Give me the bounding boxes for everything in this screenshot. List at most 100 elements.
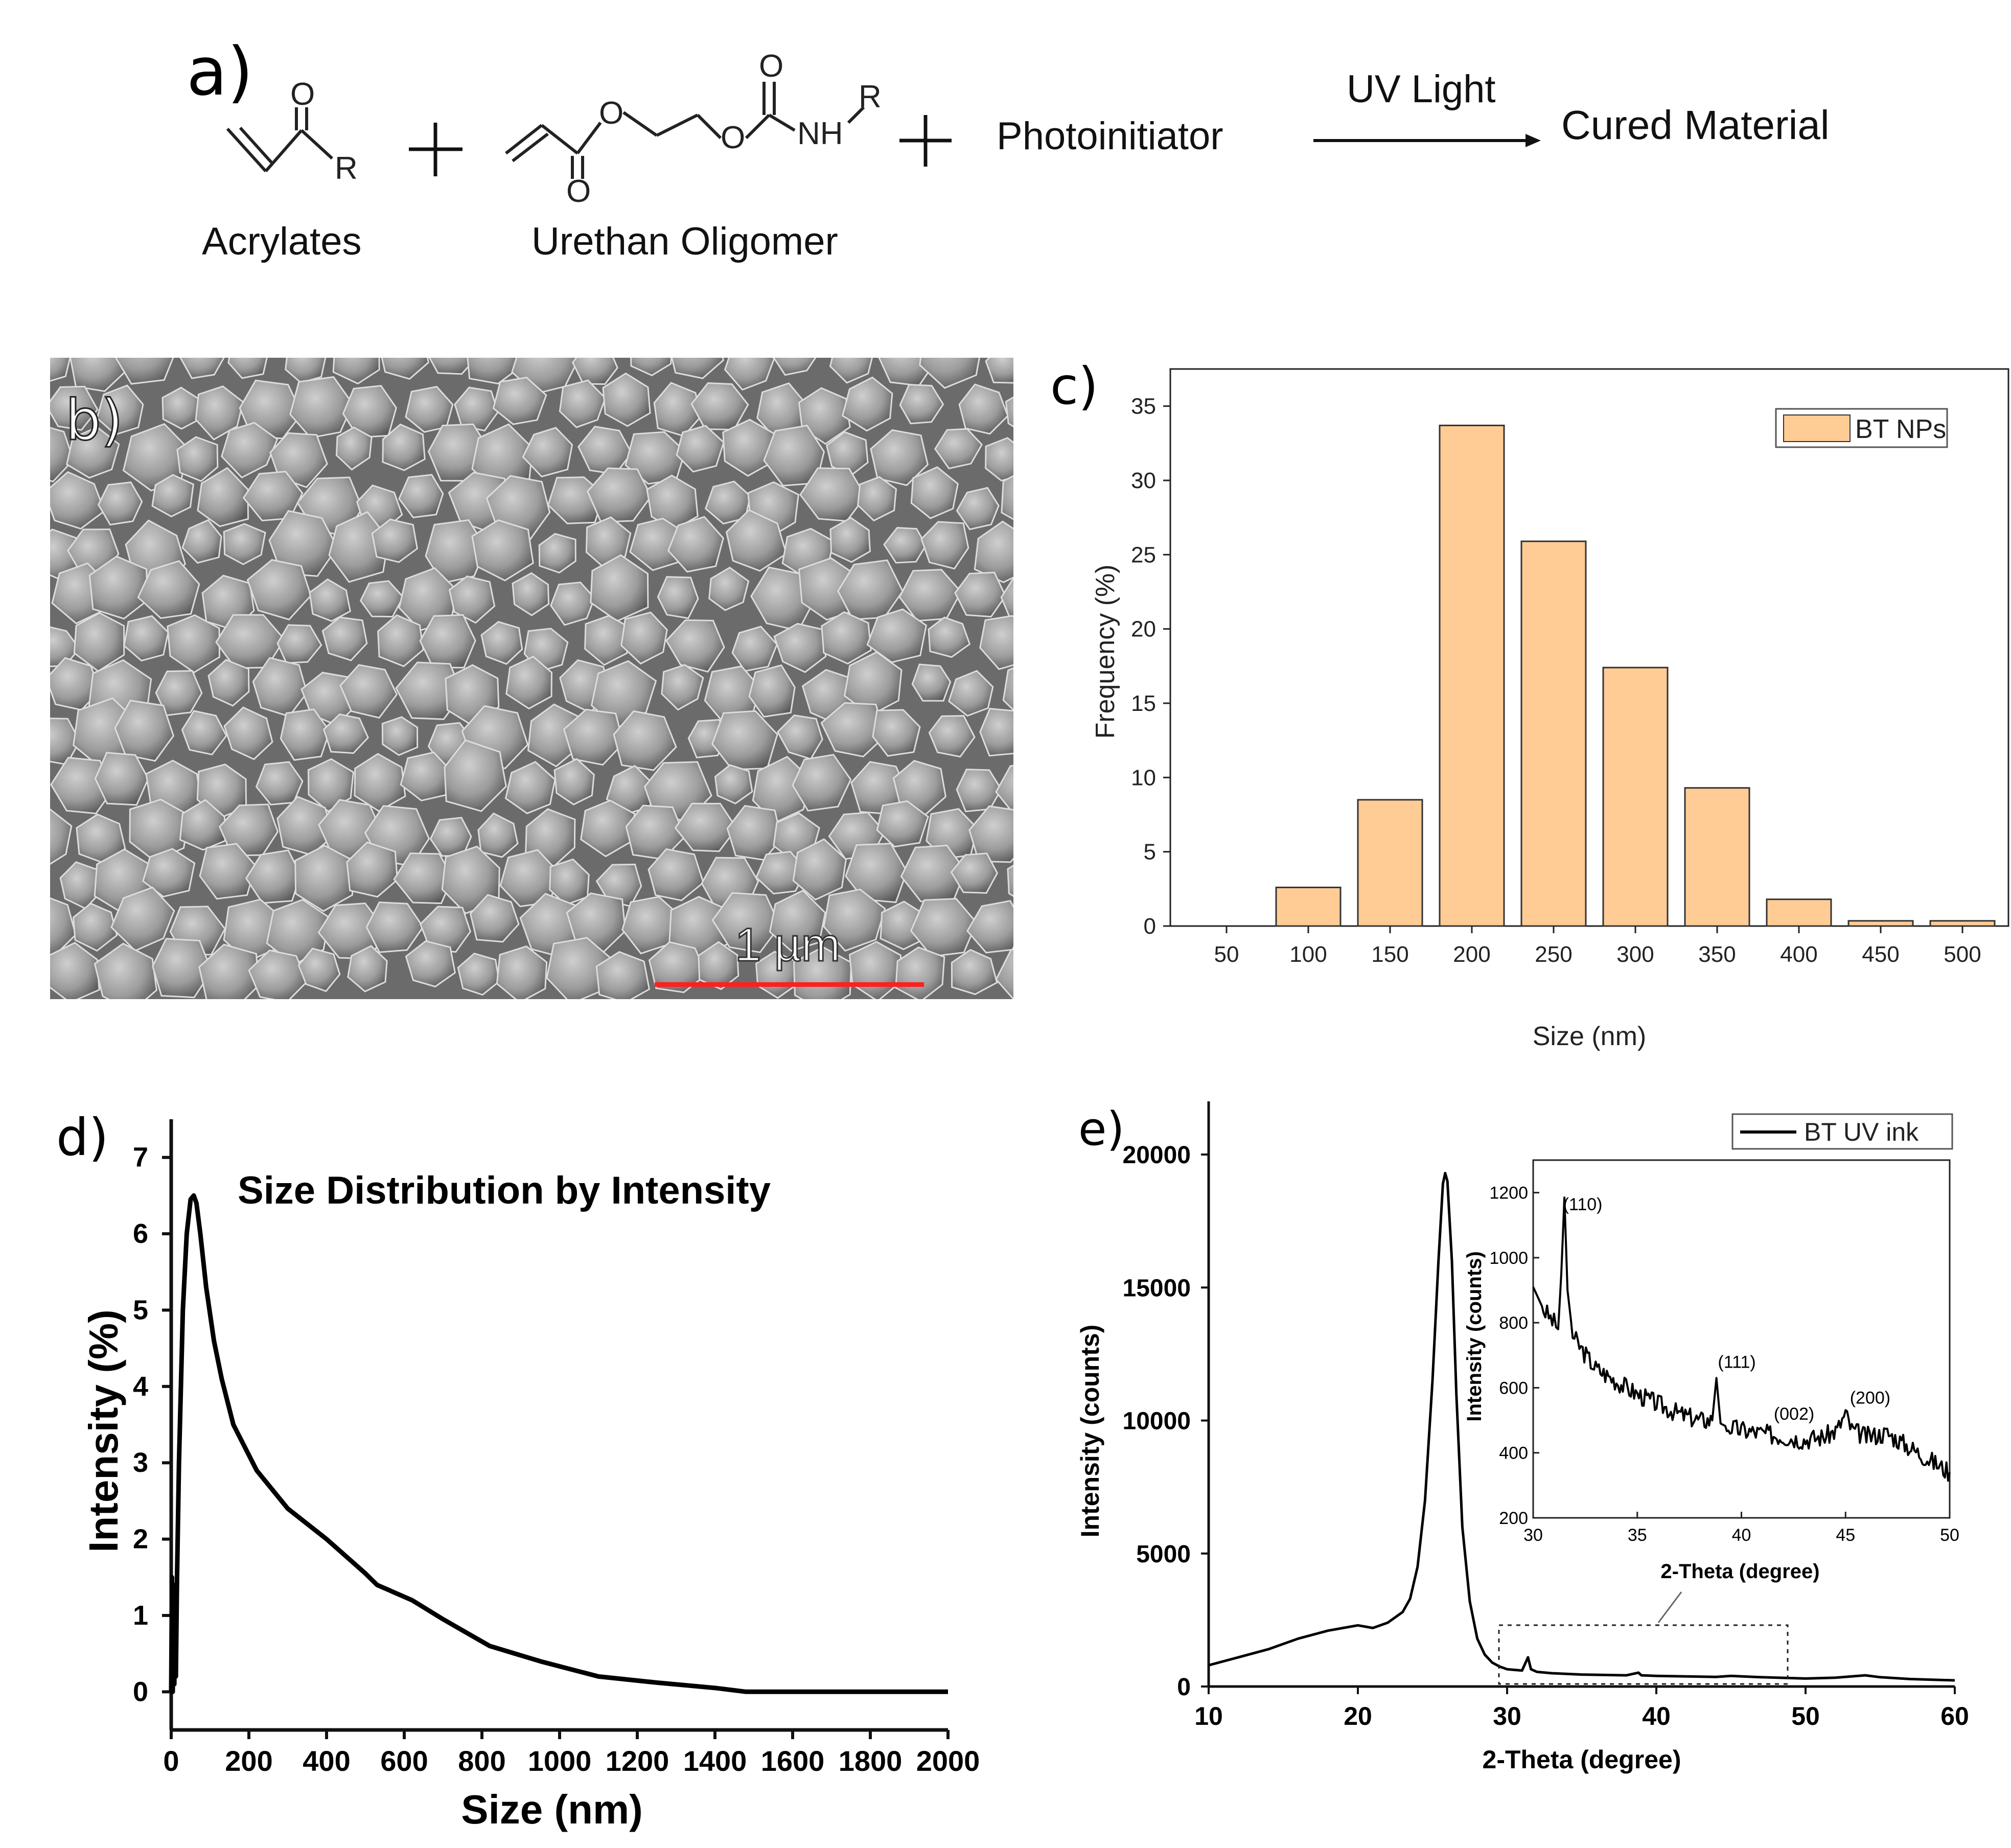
x-tick-label: 40 (1642, 1702, 1671, 1730)
x-tick-label: 50 (1791, 1702, 1820, 1730)
sem-grain (297, 948, 341, 992)
sem-grain (227, 358, 268, 379)
sem-grain (88, 555, 149, 620)
y-axis-label: Intensity (%) (81, 1309, 126, 1553)
legend-label: BT NPs (1855, 414, 1946, 444)
sem-grain (469, 894, 520, 943)
scale-bar (655, 982, 924, 987)
sem-grain (50, 471, 106, 530)
sem-grain (648, 941, 707, 994)
y-tick-label: 15000 (1123, 1275, 1191, 1302)
x-tick-label: 500 (1944, 942, 1981, 967)
x-tick-label: 200 (1453, 942, 1490, 967)
sem-grain (538, 533, 576, 574)
sem-grain (339, 664, 398, 719)
sem-grain (602, 372, 651, 427)
x-tick-label: 20 (1344, 1702, 1372, 1730)
bar-350 (1684, 787, 1750, 927)
panel-label-d: d) (56, 1107, 109, 1167)
sem-grain (50, 385, 99, 431)
x-tick-label: 400 (303, 1745, 350, 1777)
inset-peak-annotation: (002) (1774, 1404, 1814, 1424)
sem-grain (857, 476, 897, 522)
x-tick-label: 350 (1698, 942, 1736, 967)
inset-y-tick-label: 1000 (1489, 1249, 1528, 1268)
sem-grain (73, 903, 118, 952)
y-tick-label: 20 (1131, 617, 1156, 642)
size-distribution-chart: d) 0 1 2 3 4 5 6 7 0 200 400 600 800 1000 1200 1400 160… (56, 1107, 980, 1832)
sem-grain (181, 519, 222, 564)
sem-grain (648, 848, 705, 902)
bar-450 (1847, 920, 1914, 927)
sem-grain (50, 808, 73, 865)
sem-grain (630, 358, 672, 377)
sem-grain (773, 358, 817, 376)
sem-grain (792, 838, 847, 901)
x-tick-label: 400 (1780, 942, 1817, 967)
sem-grain (661, 664, 704, 711)
x-tick-label: 1400 (683, 1745, 747, 1777)
inset-frame (1532, 1159, 1951, 1519)
sem-grain (405, 940, 456, 988)
x-tick-label: 100 (1289, 942, 1327, 967)
sem-grain (492, 377, 547, 425)
intensity-distribution-line (169, 1193, 948, 1694)
y-tick-label: 4 (133, 1371, 148, 1402)
urethane-oligomer-structure (505, 82, 865, 179)
sem-grain (958, 383, 1009, 435)
oligomer-o-atom-2: O (566, 174, 591, 209)
sem-grain (395, 661, 464, 720)
bar-500 (1929, 920, 1996, 927)
uv-light-label: UV Light (1347, 67, 1496, 111)
sem-grain (1001, 475, 1013, 520)
sem-grain (381, 716, 419, 756)
sem-grain (934, 428, 983, 470)
x-tick-label: 10 (1194, 1702, 1223, 1730)
y-tick-label: 35 (1131, 394, 1156, 419)
sem-grain (1005, 396, 1013, 428)
sem-grain (928, 616, 971, 658)
sem-grain (151, 474, 195, 518)
y-tick-label: 3 (133, 1447, 148, 1478)
panel-label-e: e) (1078, 1102, 1124, 1156)
x-tick-label: 800 (458, 1745, 505, 1777)
oligomer-nh-group: NH (797, 116, 843, 151)
sem-grain (620, 611, 668, 665)
sem-grain (179, 358, 225, 379)
panel-label-c: c) (1050, 358, 1098, 416)
sem-grain (674, 802, 738, 852)
sem-grain (954, 571, 1007, 618)
y-tick-label: 7 (133, 1142, 148, 1173)
plus-sign-2 (899, 115, 952, 167)
y-tick-label: 30 (1131, 468, 1156, 493)
sem-grain (382, 423, 426, 471)
x-tick-label: 30 (1493, 1702, 1521, 1730)
bar-250 (1520, 540, 1587, 927)
inset-y-tick-label: 400 (1499, 1444, 1528, 1463)
x-tick-label: 450 (1862, 942, 1899, 967)
sem-grain (65, 426, 120, 479)
inset-chart: 200 400 600 800 1000 1200 30 35 40 45 50 (110) (11… (1463, 1159, 1959, 1583)
x-tick-label: 300 (1616, 942, 1654, 967)
sem-grain (725, 509, 788, 572)
inset-x-tick-label: 50 (1940, 1526, 1959, 1545)
sem-grain (698, 941, 739, 990)
sem-grain (792, 754, 852, 812)
xrd-pattern-chart: e) 0 5000 10000 15000 20000 10 20 30 40 50 60 Int… (1076, 1101, 1969, 1774)
sem-grain (667, 516, 724, 573)
sem-grain (985, 437, 1013, 482)
sem-micrograph: b) 1 µm (50, 358, 1013, 999)
sem-grain (321, 616, 368, 661)
x-axis-label: 2-Theta (degree) (1483, 1745, 1681, 1774)
sem-grain (829, 517, 871, 563)
y-tick-label: 0 (133, 1676, 148, 1707)
sem-grain (995, 948, 1013, 999)
inset-y-tick-label: 1200 (1489, 1184, 1528, 1203)
sem-grain (354, 753, 406, 812)
sem-grain (198, 943, 260, 999)
legend-label: BT UV ink (1804, 1118, 1919, 1146)
sem-grain (714, 764, 753, 804)
sem-grain (328, 511, 389, 583)
sem-grain (332, 358, 380, 385)
panel-label-a: a) (187, 33, 253, 110)
